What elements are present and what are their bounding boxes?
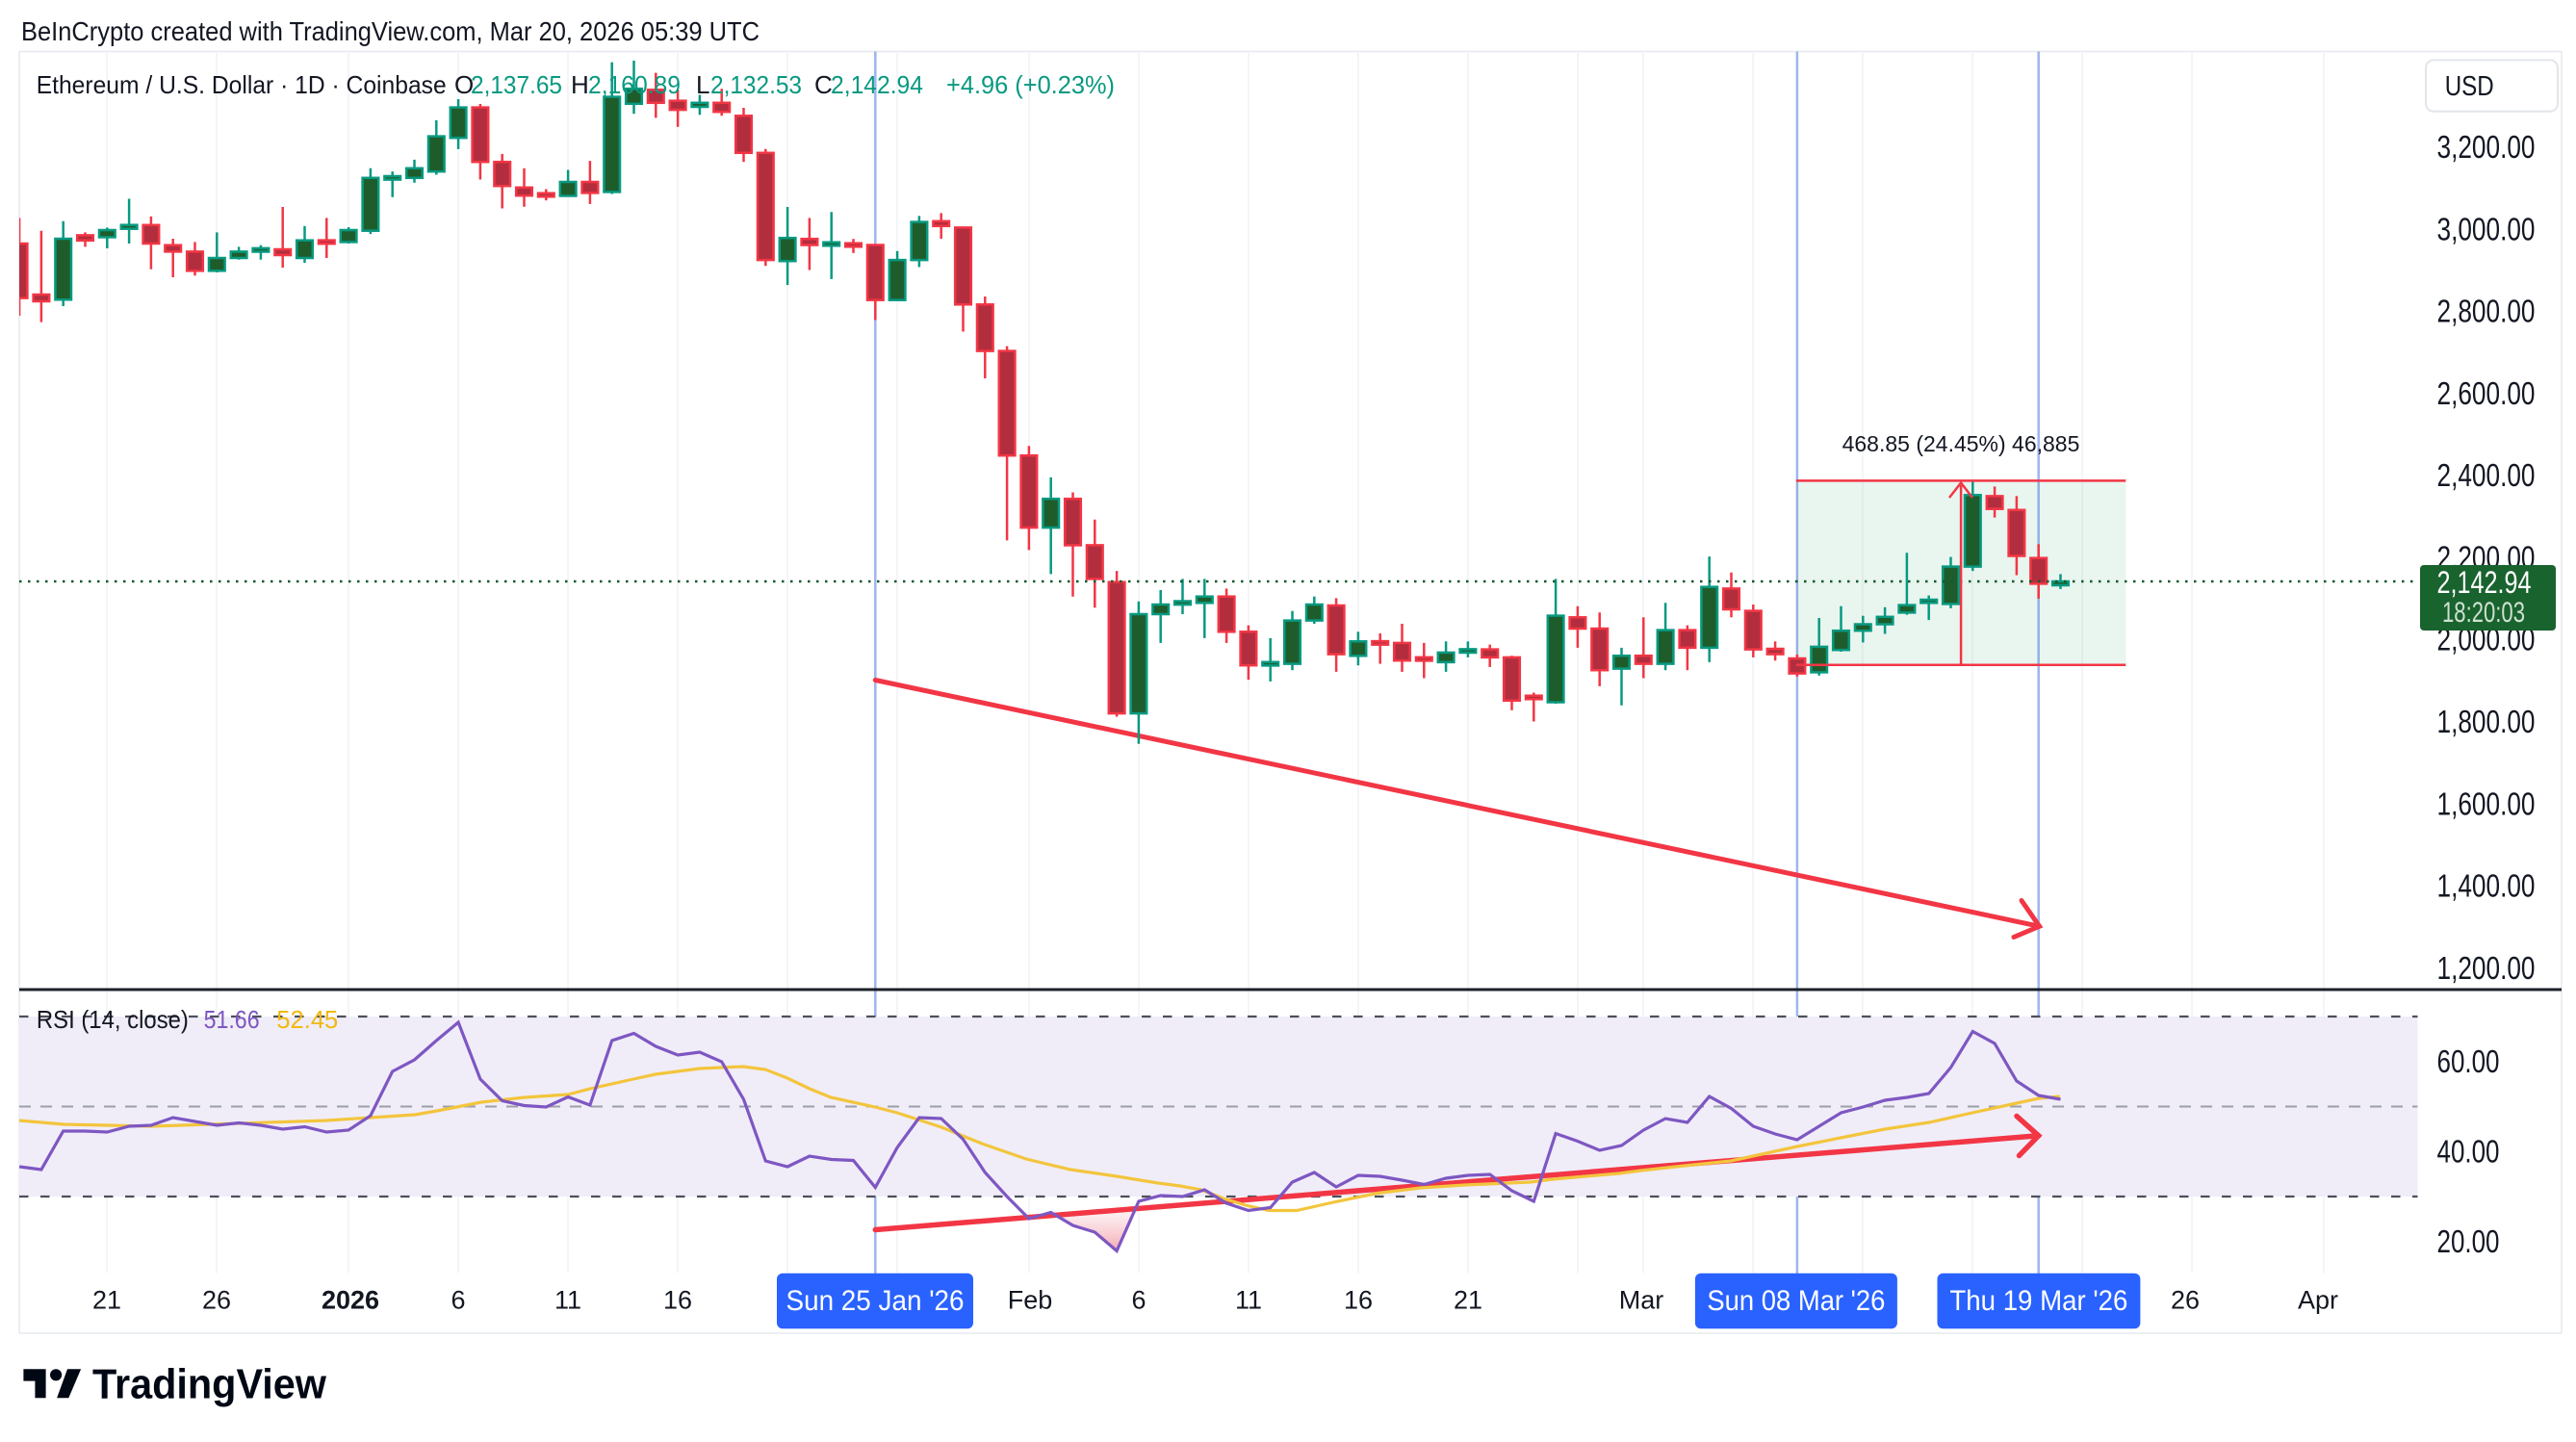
svg-text:1,600.00: 1,600.00 [2437,785,2536,821]
svg-text:16: 16 [663,1286,692,1315]
svg-text:O: O [454,70,474,99]
svg-text:Ethereum / U.S. Dollar · 1D ·: Ethereum / U.S. Dollar · 1D · Coinbase [37,70,447,99]
svg-text:2,142.94: 2,142.94 [831,70,923,99]
svg-text:Sun 08 Mar '26: Sun 08 Mar '26 [1707,1285,1885,1317]
svg-text:2,600.00: 2,600.00 [2437,375,2536,411]
svg-text:Sun 25 Jan '26: Sun 25 Jan '26 [786,1285,965,1317]
svg-text:Mar: Mar [1619,1286,1664,1315]
svg-text:6: 6 [451,1286,465,1315]
svg-text:USD: USD [2445,71,2494,102]
svg-text:20.00: 20.00 [2437,1223,2500,1259]
svg-text:60.00: 60.00 [2437,1043,2500,1079]
svg-text:1,200.00: 1,200.00 [2437,950,2536,986]
svg-text:16: 16 [1344,1286,1373,1315]
svg-text:468.85 (24.45%) 46,885: 468.85 (24.45%) 46,885 [1842,431,2080,456]
svg-text:RSI (14, close): RSI (14, close) [37,1005,189,1034]
svg-text:51.66: 51.66 [204,1005,260,1034]
svg-text:2,132.53: 2,132.53 [710,70,802,99]
svg-text:+4.96 (+0.23%): +4.96 (+0.23%) [946,70,1115,99]
svg-text:6: 6 [1131,1286,1146,1315]
svg-text:2,137.65: 2,137.65 [471,70,562,99]
svg-text:26: 26 [2171,1286,2200,1315]
svg-text:BeInCrypto created with Tradin: BeInCrypto created with TradingView.com,… [21,16,760,46]
svg-text:21: 21 [92,1286,121,1315]
svg-text:40.00: 40.00 [2437,1134,2500,1170]
svg-text:2,142.94: 2,142.94 [2437,565,2532,600]
svg-text:2,800.00: 2,800.00 [2437,294,2536,329]
svg-text:Thu 19 Mar '26: Thu 19 Mar '26 [1949,1285,2127,1317]
svg-text:C: C [814,70,833,99]
svg-text:3,200.00: 3,200.00 [2437,129,2536,165]
svg-text:1,800.00: 1,800.00 [2437,704,2536,739]
svg-text:21: 21 [1454,1286,1482,1315]
svg-text:Feb: Feb [1008,1286,1053,1315]
svg-text:Apr: Apr [2298,1286,2338,1315]
svg-text:H: H [571,70,589,99]
svg-text:11: 11 [554,1286,581,1315]
svg-text:52.45: 52.45 [276,1005,338,1034]
svg-text:1,400.00: 1,400.00 [2437,868,2536,904]
svg-text:11: 11 [1235,1286,1262,1315]
svg-text:2026: 2026 [322,1286,379,1315]
svg-text:2,400.00: 2,400.00 [2437,457,2536,493]
svg-text:18:20:03: 18:20:03 [2442,597,2525,629]
svg-text:TradingView: TradingView [92,1361,327,1408]
svg-text:L: L [696,70,709,99]
svg-text:26: 26 [202,1286,231,1315]
svg-text:3,000.00: 3,000.00 [2437,211,2536,246]
svg-text:2,160.89: 2,160.89 [588,70,681,99]
